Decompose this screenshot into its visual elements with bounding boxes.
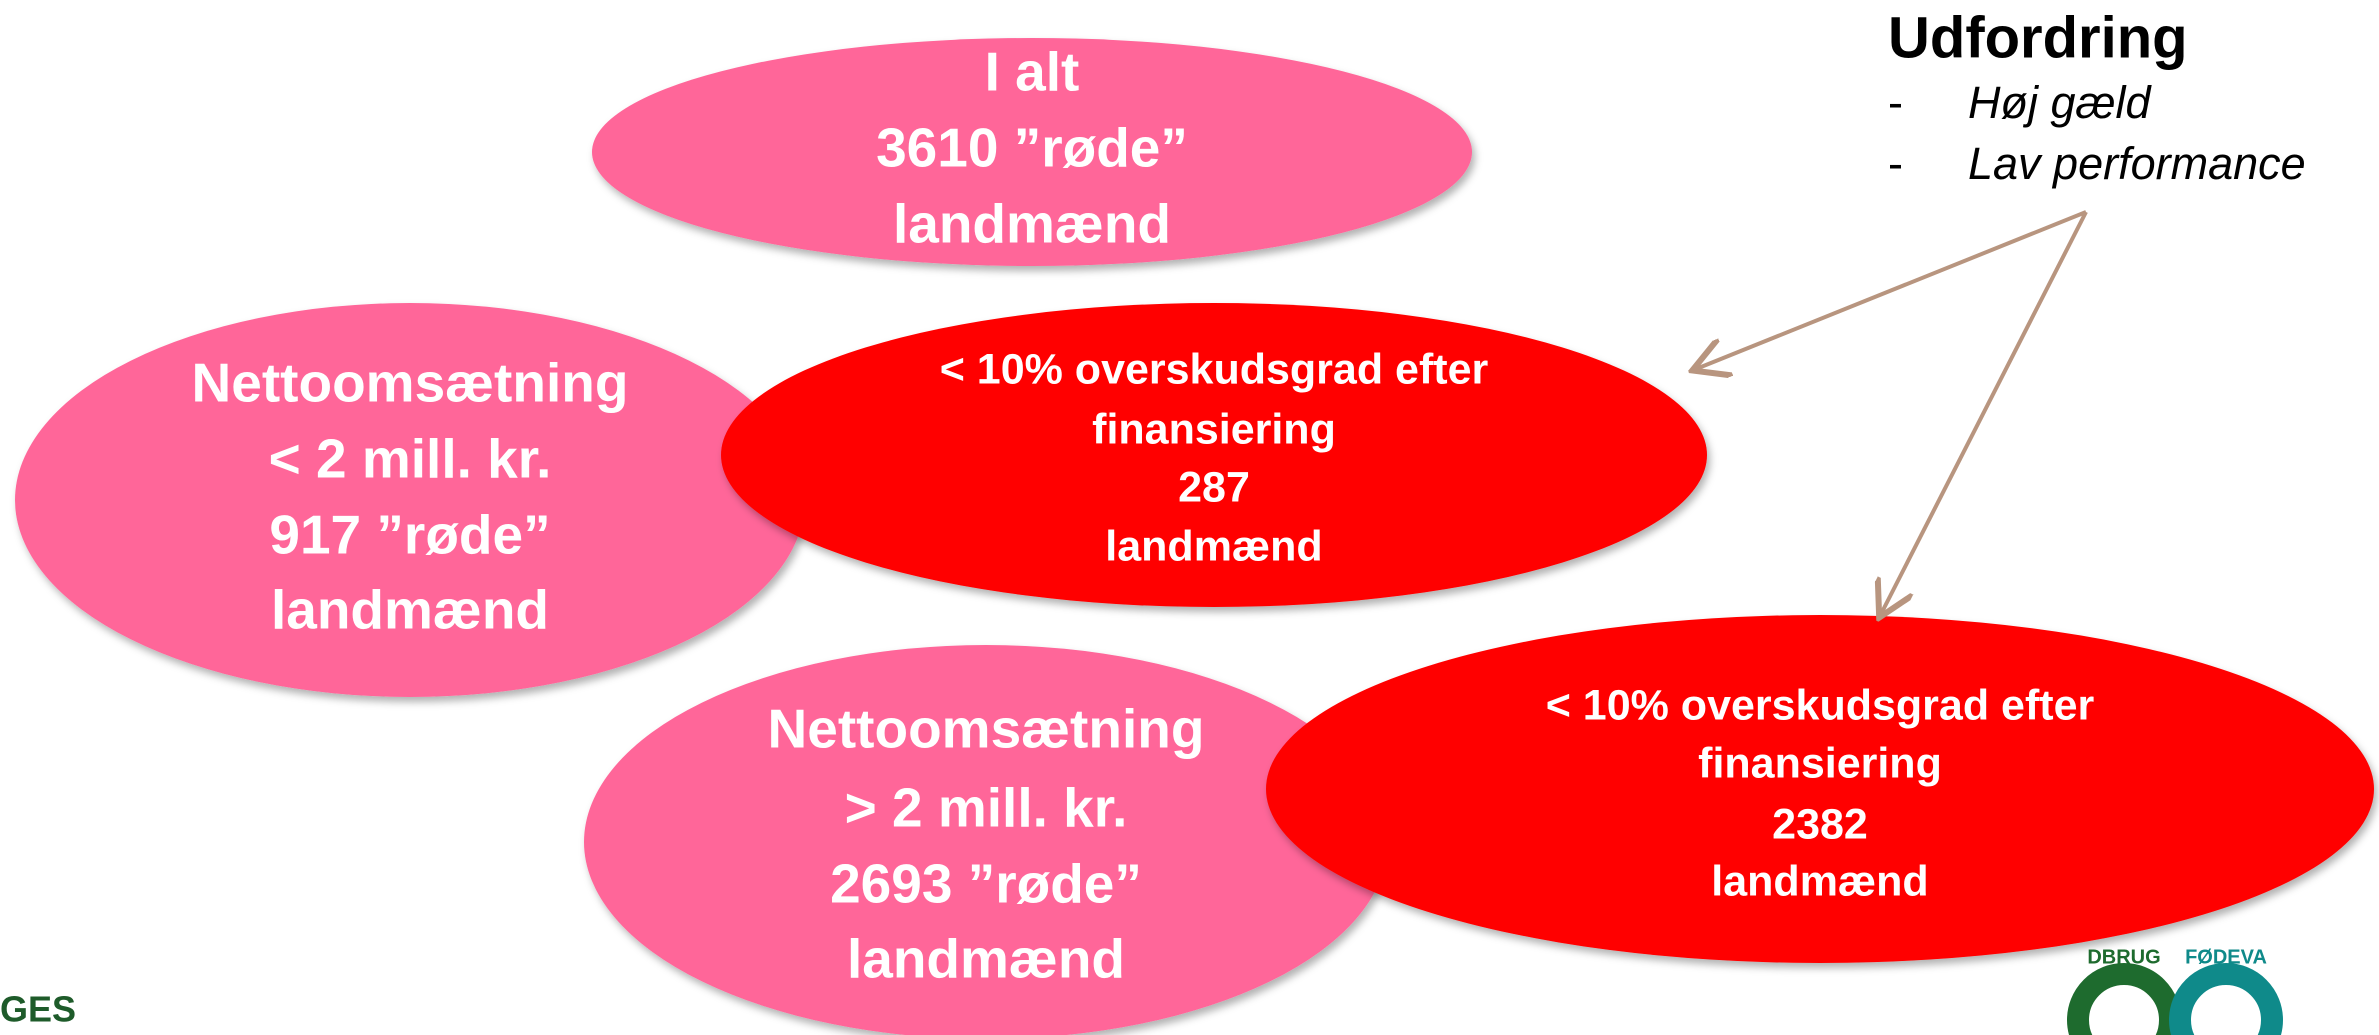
logo-text: FØDEVA bbox=[2185, 946, 2267, 968]
node-text: 2693 ”røde” bbox=[830, 853, 1142, 915]
node-text: 287 bbox=[1178, 463, 1250, 511]
challenge-item: Lav performance bbox=[1968, 138, 2306, 189]
node-text: 3610 ”røde” bbox=[876, 117, 1188, 179]
node-text: I alt bbox=[985, 41, 1080, 103]
node-text: finansiering bbox=[1698, 739, 1942, 787]
node-text: Nettoomsætning bbox=[192, 352, 629, 414]
arrow bbox=[1696, 210, 2087, 369]
node-ellipse bbox=[584, 645, 1388, 1035]
node-text: < 10% overskudsgrad efter bbox=[1546, 681, 2095, 729]
logo-ring bbox=[2067, 963, 2181, 1035]
node-ellipse bbox=[592, 38, 1472, 266]
node-text: landmænd bbox=[847, 928, 1125, 990]
node-text: finansiering bbox=[1092, 405, 1336, 453]
node-text: < 2 mill. kr. bbox=[269, 428, 552, 490]
node-text: landmænd bbox=[893, 193, 1171, 255]
node-text: landmænd bbox=[1711, 857, 1928, 905]
challenge-item: Høj gæld bbox=[1968, 77, 2153, 128]
logo-ring bbox=[2169, 963, 2283, 1035]
node-text: Nettoomsætning bbox=[768, 698, 1205, 760]
node-text: 2382 bbox=[1772, 800, 1868, 848]
bullet: - bbox=[1888, 77, 1903, 128]
shapes: I alt 3610 ”røde” landmænd Nettoomsætning < … bbox=[15, 38, 2374, 1035]
node-text: landmænd bbox=[1105, 522, 1322, 570]
arrow bbox=[1881, 211, 2088, 614]
node-text: 917 ”røde” bbox=[269, 504, 550, 566]
node-text: landmænd bbox=[271, 579, 549, 641]
node-ellipse bbox=[1266, 615, 2374, 963]
bullet: - bbox=[1888, 138, 1903, 189]
node-text: < 10% overskudsgrad efter bbox=[940, 345, 1489, 393]
challenge-title: Udfordring bbox=[1888, 5, 2188, 70]
node-text: > 2 mill. kr. bbox=[845, 777, 1128, 839]
footer-text: GES bbox=[0, 989, 76, 1030]
node-ellipse bbox=[721, 303, 1707, 607]
node-ellipse bbox=[15, 303, 805, 697]
logo-text: DBRUG bbox=[2087, 946, 2160, 968]
